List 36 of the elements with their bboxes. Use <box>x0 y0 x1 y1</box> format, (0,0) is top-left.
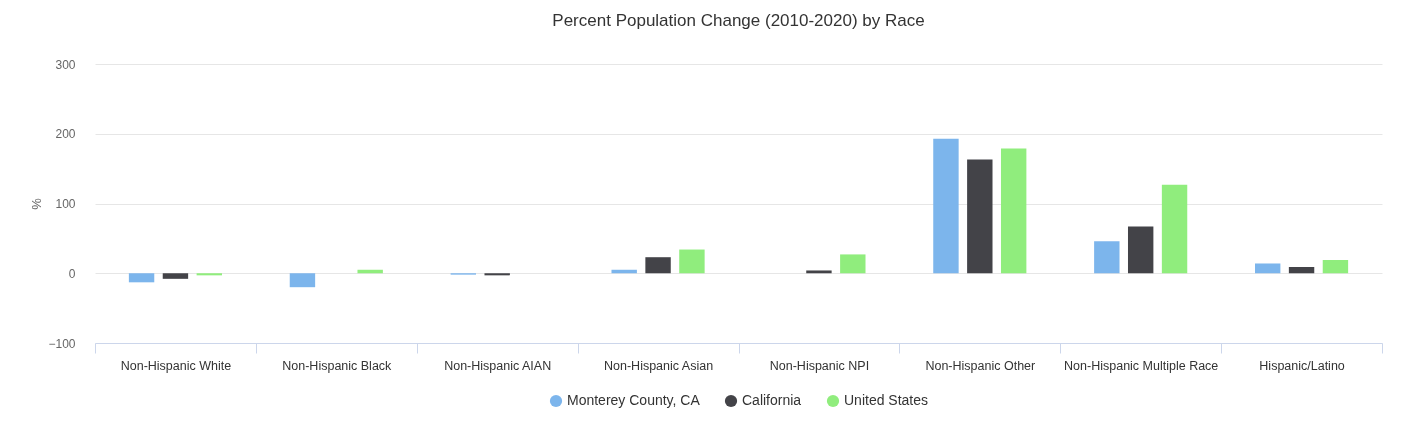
bar <box>162 273 189 279</box>
bar <box>1127 226 1154 274</box>
y-axis-title: % <box>29 197 45 210</box>
bar <box>196 273 223 276</box>
bar <box>1288 266 1315 274</box>
legend-label: California <box>742 392 802 408</box>
x-tick-label: Hispanic/Latino <box>1259 358 1345 373</box>
legend-label: United States <box>844 392 929 408</box>
x-tick-label: Non-Hispanic Multiple Race <box>1064 358 1219 373</box>
x-tick-label: Non-Hispanic NPI <box>769 358 870 373</box>
x-tick-label: Non-Hispanic AIAN <box>444 358 552 373</box>
bar <box>645 257 671 274</box>
bar <box>679 249 705 274</box>
x-tick-label: Non-Hispanic Other <box>925 358 1036 373</box>
x-tick-label: Non-Hispanic White <box>120 358 232 373</box>
bar <box>840 254 866 274</box>
bar <box>289 273 316 288</box>
bar <box>1254 263 1281 274</box>
bar <box>128 273 155 283</box>
y-tick-label: 300 <box>55 57 76 72</box>
x-tick-label: Non-Hispanic Black <box>282 358 393 373</box>
bar <box>484 273 510 276</box>
bar <box>967 159 993 274</box>
y-tick-label: −100 <box>48 336 76 351</box>
chart-title: Percent Population Change (2010-2020) by Race <box>552 11 925 30</box>
bar <box>1161 184 1188 274</box>
y-tick-label: 100 <box>55 197 76 211</box>
bar <box>1094 241 1120 274</box>
bar <box>1000 148 1027 274</box>
x-tick-label: Non-Hispanic Asian <box>604 358 714 373</box>
bar <box>1322 260 1349 274</box>
legend-label: Monterey County, CA <box>567 392 701 408</box>
y-tick-label: 200 <box>55 127 76 142</box>
bar <box>806 270 832 274</box>
bar <box>933 138 959 274</box>
y-tick-label: 0 <box>68 266 76 281</box>
